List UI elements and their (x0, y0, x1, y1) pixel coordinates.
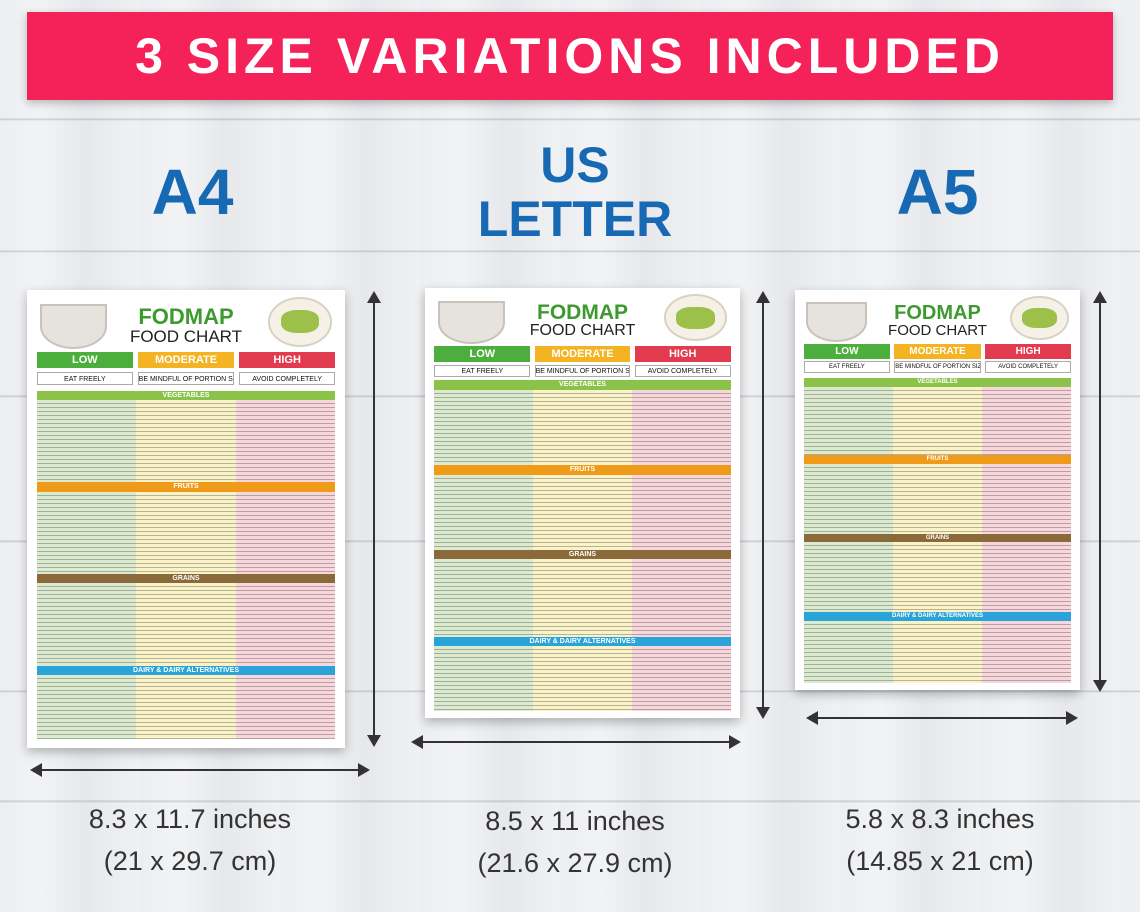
note-low: EAT FREELY (36, 371, 134, 386)
col-high: HIGH (238, 351, 336, 368)
col-moderate: MODERATE (894, 344, 981, 360)
size-title-letter: LETTER (477, 191, 673, 247)
cereal-bowl-icon (806, 302, 868, 342)
width-arrow-a4 (30, 763, 370, 777)
dimensions-a5-cm: (14.85 x 21 cm) (846, 846, 1034, 876)
section-dairy: DAIRY & DAIRY ALTERNATIVES (36, 665, 336, 675)
note-moderate: BE MINDFUL OF PORTION SIZE (137, 371, 235, 386)
height-arrow-us-letter (756, 291, 770, 719)
size-title-us-letter: US LETTER (455, 140, 695, 244)
column-notes: EAT FREELY BE MINDFUL OF PORTION SIZE AV… (434, 364, 731, 378)
chart-title: FODMAP (138, 303, 234, 329)
col-low: LOW (36, 351, 134, 368)
section-vegetables: VEGETABLES (36, 390, 336, 400)
promo-banner: 3 SIZE VARIATIONS INCLUDED (27, 12, 1113, 100)
block-fruits (803, 463, 1072, 534)
section-fruits: FRUITS (434, 465, 731, 475)
size-title-a5: A5 (896, 156, 979, 228)
note-moderate: BE MINDFUL OF PORTION SIZE (534, 364, 631, 378)
chart-subtitle: FOOD CHART (129, 326, 243, 346)
height-arrow-a4 (367, 291, 381, 747)
col-high: HIGH (634, 346, 731, 362)
col-high: HIGH (984, 344, 1072, 360)
column-notes: EAT FREELY BE MINDFUL OF PORTION SIZE AV… (36, 371, 336, 386)
block-fruits (434, 474, 731, 550)
section-dairy: DAIRY & DAIRY ALTERNATIVES (803, 612, 1072, 622)
chart-preview-a4: FODMAP FOOD CHART LOW MODERATE HIGH EAT … (27, 290, 345, 748)
col-low: LOW (434, 346, 531, 362)
chart-preview-us-letter: FODMAP FOOD CHART LOW MODERATE HIGH EAT … (425, 288, 740, 718)
block-dairy (36, 674, 336, 739)
width-arrow-us-letter (411, 735, 741, 749)
dimensions-a4: 8.3 x 11.7 inches (21 x 29.7 cm) (40, 798, 340, 882)
width-arrow-a5 (806, 711, 1078, 725)
cereal-bowl-icon (39, 303, 108, 349)
dimensions-a4-cm: (21 x 29.7 cm) (103, 846, 277, 876)
section-vegetables: VEGETABLES (434, 380, 731, 390)
note-high: AVOID COMPLETELY (634, 364, 731, 378)
dimensions-a5-inches: 5.8 x 8.3 inches (845, 804, 1035, 834)
chart-title: FODMAP (537, 300, 628, 324)
food-plate-icon (267, 296, 333, 347)
note-low: EAT FREELY (803, 361, 891, 374)
note-low: EAT FREELY (434, 364, 531, 378)
block-dairy (434, 646, 731, 711)
note-high: AVOID COMPLETELY (238, 371, 336, 386)
section-grains: GRAINS (36, 573, 336, 584)
dimensions-a4-inches: 8.3 x 11.7 inches (88, 804, 292, 834)
dimensions-us-letter-inches: 8.5 x 11 inches (485, 806, 665, 836)
section-grains: GRAINS (803, 533, 1072, 543)
column-notes: EAT FREELY BE MINDFUL OF PORTION SIZE AV… (803, 361, 1072, 374)
section-grains: GRAINS (434, 549, 731, 560)
col-moderate: MODERATE (137, 351, 235, 368)
block-grains (803, 542, 1072, 613)
cereal-bowl-icon (437, 300, 505, 344)
size-title-us: US (540, 137, 610, 193)
col-moderate: MODERATE (534, 346, 631, 362)
section-vegetables: VEGETABLES (803, 378, 1072, 387)
block-grains (434, 559, 731, 637)
section-dairy: DAIRY & DAIRY ALTERNATIVES (434, 636, 731, 647)
block-vegetables (434, 389, 731, 466)
size-title-a4: A4 (151, 156, 234, 228)
chart-subtitle: FOOD CHART (888, 322, 987, 339)
section-fruits: FRUITS (803, 454, 1072, 464)
block-vegetables (803, 386, 1072, 455)
chart-title: FODMAP (894, 302, 981, 324)
block-fruits (36, 491, 336, 574)
chart-subtitle: FOOD CHART (529, 322, 636, 340)
dimensions-us-letter-cm: (21.6 x 27.9 cm) (477, 848, 673, 878)
banner-text: 3 SIZE VARIATIONS INCLUDED (135, 28, 1005, 84)
column-headers: LOW MODERATE HIGH (36, 351, 336, 368)
note-moderate: BE MINDFUL OF PORTION SIZE (894, 361, 981, 374)
note-high: AVOID COMPLETELY (984, 361, 1072, 374)
chart-preview-a5: FODMAP FOOD CHART LOW MODERATE HIGH EAT … (795, 290, 1080, 690)
block-dairy (803, 621, 1072, 684)
dimensions-us-letter: 8.5 x 11 inches (21.6 x 27.9 cm) (425, 800, 725, 884)
food-plate-icon (663, 294, 728, 342)
food-plate-icon (1010, 296, 1069, 340)
dimensions-a5: 5.8 x 8.3 inches (14.85 x 21 cm) (790, 798, 1090, 882)
block-grains (36, 583, 336, 666)
column-headers: LOW MODERATE HIGH (803, 344, 1072, 360)
height-arrow-a5 (1093, 291, 1107, 692)
col-low: LOW (803, 344, 891, 360)
section-fruits: FRUITS (36, 482, 336, 492)
column-headers: LOW MODERATE HIGH (434, 346, 731, 362)
block-vegetables (36, 399, 336, 483)
